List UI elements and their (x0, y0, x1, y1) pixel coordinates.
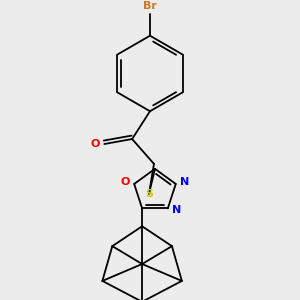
Text: N: N (172, 206, 182, 215)
Text: O: O (91, 139, 100, 149)
Text: Br: Br (143, 1, 157, 11)
Text: N: N (180, 177, 189, 187)
Text: O: O (121, 177, 130, 187)
Text: S: S (145, 189, 153, 199)
